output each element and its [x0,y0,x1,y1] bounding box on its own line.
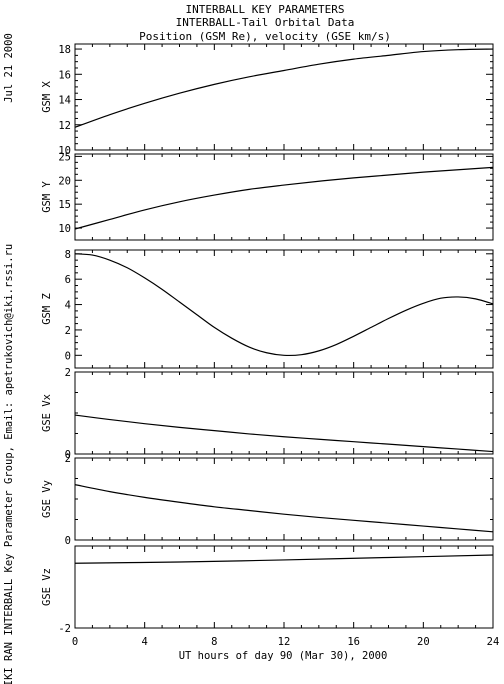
panel-frame [74,153,494,241]
series-line-gse-vz [74,554,494,564]
y-tick-label: 6 [65,274,71,286]
series-line-gsm-z [74,253,494,357]
series-line-gse-vx [74,414,494,453]
x-tick-label: 24 [487,636,500,648]
y-tick-label: 0 [65,449,71,461]
y-axis-label: GSE Vy [41,480,53,518]
panel-gsm-y: 10 15 20 25 GSM Y [41,151,494,241]
y-tick-label: 0 [65,350,71,362]
panel-frame [74,545,494,629]
y-axis-label: GSM Y [41,181,53,213]
y-tick-label: -2 [58,623,71,635]
panel-gse-vz: -2 GSE Vz [41,545,494,635]
panel-frame [74,249,494,369]
series-line-gsm-y [74,166,494,230]
series-line-gse-vy [74,484,494,533]
y-tick-label: 8 [65,249,71,261]
y-tick-label: 10 [58,223,71,235]
y-tick-label: 20 [58,175,71,187]
y-axis-label: GSM Z [41,293,53,325]
y-axis-label: GSE Vx [41,394,53,432]
x-tick-label: 12 [278,636,291,648]
y-tick-label: 4 [65,300,71,312]
y-axis-label: GSE Vz [41,568,53,606]
date-stamp: Jul 21 2000 [3,33,15,103]
y-tick-label: 15 [58,199,71,211]
panel-gse-vy: 0 2 GSE Vy [41,453,494,547]
y-tick-label: 0 [65,535,71,547]
y-tick-label: 2 [65,453,71,465]
y-tick-label: 2 [65,325,71,337]
panel-frame [74,457,494,541]
chart-subtitle: INTERBALL-Tail Orbital Data [176,16,355,29]
y-tick-label: 12 [58,120,71,132]
y-tick-label: 10 [58,145,71,157]
y-axis-label: GSM X [41,81,53,113]
chart-title: INTERBALL KEY PARAMETERS [186,3,345,16]
panel-frame [74,371,494,455]
x-tick-label: 16 [347,636,360,648]
panel-gsm-x: 10 12 14 16 18 GSM X [41,43,494,157]
x-tick-label: 20 [417,636,430,648]
series-line-gsm-x [74,48,494,128]
panel-frame [74,43,494,151]
y-tick-label: 2 [65,367,71,379]
y-tick-label: 18 [58,44,71,56]
y-tick-label: 16 [58,69,71,81]
x-tick-label: 4 [142,636,148,648]
panel-gse-vx: 0 2 GSE Vx [41,367,494,461]
x-tick-label: 8 [211,636,217,648]
chart-subtitle-units: Position (GSM Re), velocity (GSE km/s) [139,30,391,43]
x-axis-label: UT hours of day 90 (Mar 30), 2000 [179,650,388,662]
x-tick-label: 0 [72,636,78,648]
chart-title-block: INTERBALL KEY PARAMETERS INTERBALL-Tail … [139,3,391,43]
y-tick-label: 25 [58,151,71,163]
panel-gsm-z: 0 2 4 6 8 GSM Z [41,249,494,369]
y-tick-label: 14 [58,95,71,107]
credit-line: IKI RAN INTERBALL Key Parameter Group, E… [3,244,15,684]
